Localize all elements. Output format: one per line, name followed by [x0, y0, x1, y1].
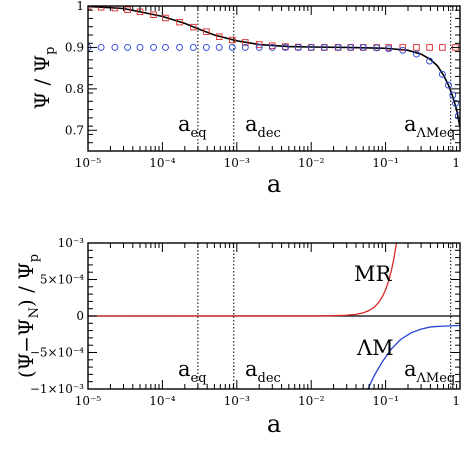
- bottom-x-tick-label: 10⁻⁵: [75, 394, 102, 408]
- top-circle-marker: [359, 43, 367, 51]
- top-circle-marker: [413, 50, 420, 58]
- bottom-y-tick-label: 10⁻³: [58, 236, 85, 250]
- top-circle-marker: [454, 112, 460, 120]
- bottom-annotation-a-lambda-meq: aΛMeq: [404, 357, 455, 386]
- top-circle-marker: [228, 43, 236, 51]
- top-square-marker: [111, 6, 119, 12]
- top-y-tick-label: 1: [76, 0, 84, 13]
- top-y-axis-label: Ψ / Ψp: [30, 47, 58, 110]
- top-x-tick-label: 10⁻²: [298, 156, 325, 170]
- top-circle-marker: [373, 44, 381, 52]
- top-square-marker: [162, 14, 169, 22]
- top-y-tick-label: 0.9: [65, 40, 84, 54]
- top-square-marker: [255, 41, 263, 48]
- top-series-line-0: [88, 6, 460, 128]
- top-circle-marker: [281, 43, 289, 51]
- bottom-series-line-1: [88, 243, 398, 317]
- bottom-y-tick-label: −5×10⁻⁴: [30, 346, 84, 360]
- top-circle-marker: [307, 43, 315, 51]
- bottom-x-tick-label: 10⁻¹: [372, 394, 398, 408]
- top-annotation-a-eq: aeq: [178, 112, 207, 141]
- top-x-tick-label: 10⁻⁴: [149, 156, 176, 170]
- top-circle-marker: [241, 43, 249, 51]
- top-circle-marker: [255, 43, 263, 51]
- bottom-y-tick-label: 0: [76, 309, 84, 323]
- bottom-panel: 10⁻⁵ 10⁻⁴ 10⁻³ 10⁻² 10⁻¹ 1 −1×10⁻³ −5×10⁻⁴ 0 5×1…: [14, 236, 461, 438]
- top-circle-marker: [452, 99, 459, 107]
- top-y-tick-label: 0.8: [65, 82, 84, 96]
- top-circle-marker: [150, 43, 157, 51]
- bottom-series-line-2: [367, 324, 460, 389]
- top-circle-marker: [385, 45, 393, 53]
- bottom-y-tick-label: −1×10⁻³: [30, 382, 84, 396]
- bottom-annotation-lambda-m: ΛM: [356, 336, 394, 360]
- top-square-marker: [439, 44, 446, 51]
- top-x-axis-label: a: [267, 170, 281, 198]
- top-annotation-a-lambda-meq: aΛMeq: [404, 112, 455, 141]
- top-circle-marker: [399, 46, 407, 54]
- top-x-tick-label: 1: [452, 156, 460, 170]
- top-circle-marker: [438, 70, 446, 78]
- top-circle-marker: [445, 81, 452, 89]
- top-circle-marker: [97, 43, 105, 51]
- top-x-tick-label: 10⁻¹: [372, 156, 398, 170]
- top-square-marker: [97, 6, 105, 11]
- top-x-tick-label: 10⁻³: [224, 156, 251, 170]
- bottom-annotation-a-eq: aeq: [178, 357, 207, 386]
- bottom-annotation-mr: MR: [354, 262, 393, 286]
- top-circle-marker: [334, 43, 342, 51]
- top-y-tick-label: 0.7: [65, 123, 84, 137]
- top-circle-marker: [426, 57, 434, 65]
- top-panel: 10⁻⁵ 10⁻⁴ 10⁻³ 10⁻² 10⁻¹ 1 0.7 0.8 0.9 1 aeq ade…: [30, 0, 461, 198]
- top-circle-marker: [136, 43, 144, 51]
- top-circle-marker: [176, 43, 183, 51]
- bottom-y-axis-label: (Ψ−ΨN) / Ψp: [14, 254, 42, 378]
- top-circle-marker: [294, 43, 302, 51]
- top-circle-marker: [111, 43, 119, 51]
- top-circle-marker: [202, 43, 210, 51]
- top-square-marker: [190, 23, 197, 31]
- bottom-y-tick-label: 5×10⁻⁴: [40, 273, 84, 287]
- top-square-marker: [203, 28, 210, 35]
- top-circle-marker: [124, 43, 131, 51]
- bottom-x-axis-label: a: [267, 410, 281, 438]
- top-circle-marker: [162, 43, 169, 51]
- bottom-annotation-a-dec: adec: [245, 357, 281, 386]
- top-circle-marker: [215, 43, 223, 51]
- top-circle-marker: [189, 43, 197, 51]
- top-annotation-a-dec: adec: [245, 112, 281, 141]
- top-square-marker: [124, 6, 131, 13]
- top-circle-marker: [449, 91, 457, 99]
- top-square-marker: [399, 44, 406, 51]
- top-square-marker: [426, 44, 433, 51]
- top-square-marker: [176, 18, 183, 26]
- top-plot-frame: [87, 5, 461, 152]
- top-circle-marker: [320, 43, 328, 51]
- bottom-x-tick-label: 10⁻⁴: [149, 394, 176, 408]
- top-circle-marker: [268, 43, 276, 51]
- top-square-marker: [229, 36, 236, 44]
- bottom-x-tick-label: 10⁻²: [298, 394, 325, 408]
- top-square-marker: [242, 39, 249, 46]
- top-square-marker: [150, 11, 157, 18]
- top-x-tick-label: 10⁻⁵: [75, 156, 102, 170]
- bottom-x-tick-label: 1: [452, 394, 460, 408]
- top-circle-marker: [347, 43, 355, 51]
- top-square-marker: [413, 44, 420, 51]
- top-square-marker: [215, 33, 223, 40]
- bottom-x-tick-label: 10⁻³: [224, 394, 251, 408]
